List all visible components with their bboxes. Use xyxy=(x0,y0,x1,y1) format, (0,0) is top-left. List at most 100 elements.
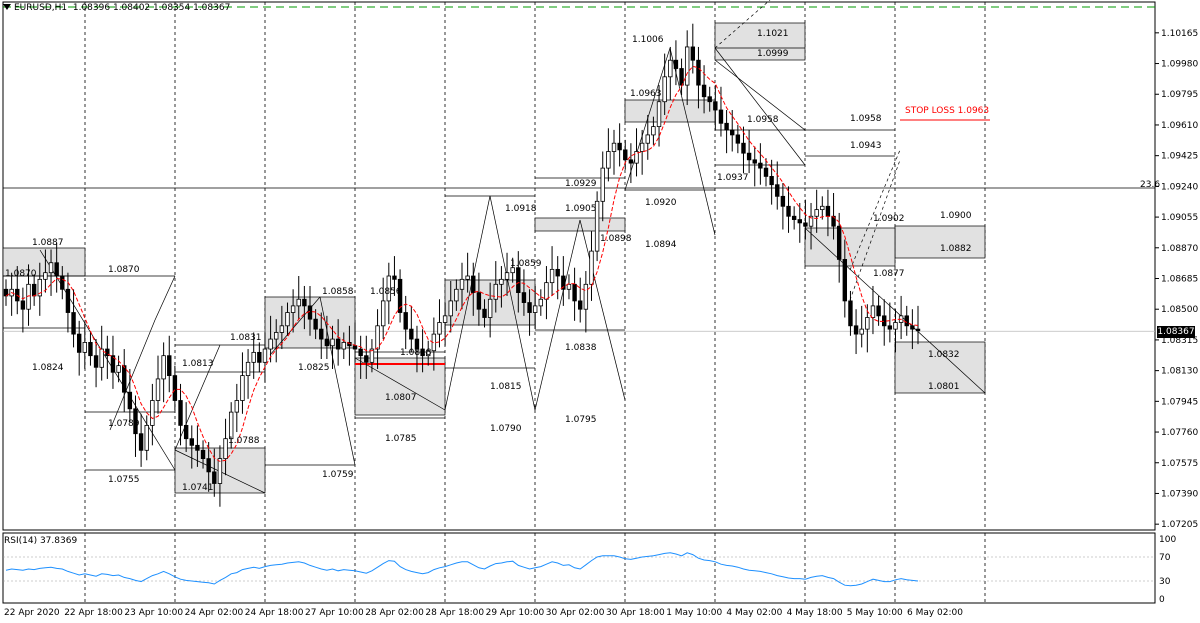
y-tick-label: 1.09055 xyxy=(1161,213,1198,223)
candle-body xyxy=(741,142,746,154)
candle-body xyxy=(465,275,470,280)
candle-body xyxy=(392,275,397,280)
candle-body xyxy=(178,400,183,426)
candle-body xyxy=(668,59,673,78)
level-label: 1.0859 xyxy=(510,259,542,269)
candle-body xyxy=(786,205,791,217)
candle-body xyxy=(493,283,498,300)
candle-body xyxy=(127,391,133,410)
level-label: 1.0887 xyxy=(32,238,64,248)
candle-body xyxy=(257,351,262,363)
y-tick-label: 1.07945 xyxy=(1161,397,1198,407)
zone-box xyxy=(894,341,986,394)
level-label: 1.0882 xyxy=(940,244,972,254)
candle-body xyxy=(628,159,634,164)
candle-body xyxy=(780,195,786,207)
x-tick-label: 24 Apr 18:00 xyxy=(245,608,304,618)
candle-body xyxy=(459,278,465,290)
level-label: 1.0937 xyxy=(717,173,749,183)
level-label: 1.0929 xyxy=(565,179,597,189)
candle-body xyxy=(578,300,583,310)
candle-body xyxy=(634,151,639,164)
level-label: 1.0894 xyxy=(645,240,677,250)
trend-line xyxy=(714,59,806,131)
candle-body xyxy=(335,338,341,350)
candle-body xyxy=(268,338,273,350)
candle-body xyxy=(26,283,31,310)
candle-body xyxy=(437,322,442,335)
candle-body xyxy=(623,149,628,161)
candle-body xyxy=(893,322,898,330)
candle-body xyxy=(262,348,268,363)
candle-body xyxy=(532,305,538,313)
trend-line xyxy=(534,219,581,411)
candle-body xyxy=(606,151,611,169)
candle-body xyxy=(71,312,76,335)
x-tick-label: 24 Apr 02:00 xyxy=(185,608,244,618)
level-label: 1.0759 xyxy=(322,470,354,480)
rsi-level-label: 30 xyxy=(1159,577,1171,587)
rsi-level-label: 70 xyxy=(1159,553,1171,563)
candle-body xyxy=(724,122,729,131)
price-axis: 1.10165 1.09980 1.09795 1.09610 1.09425 1.092… xyxy=(1155,29,1198,530)
collapse-triangle-icon[interactable] xyxy=(3,4,11,10)
candle-body xyxy=(679,68,684,86)
candle-body xyxy=(274,332,279,340)
candle-body xyxy=(369,348,375,363)
candle-body xyxy=(54,262,59,277)
candle-body xyxy=(887,325,893,330)
candle-body xyxy=(155,378,161,401)
candle-body xyxy=(403,312,408,330)
candle-body xyxy=(319,328,324,340)
candle-body xyxy=(43,272,48,280)
candle-body xyxy=(831,215,836,227)
candle-body xyxy=(48,262,54,274)
candle-body xyxy=(566,283,572,290)
candle-body xyxy=(527,302,532,313)
candle-body xyxy=(645,134,650,144)
level-label: 1.0790 xyxy=(490,424,522,434)
candle-body xyxy=(375,325,380,350)
candle-body xyxy=(279,325,285,333)
y-tick-label: 1.09610 xyxy=(1161,121,1198,131)
candle-body xyxy=(223,438,228,460)
level-label: 1.0741 xyxy=(182,483,214,493)
candle-body xyxy=(910,325,915,330)
candle-body xyxy=(172,375,178,401)
candle-body xyxy=(791,215,797,220)
trend-line xyxy=(319,296,356,466)
candle-body xyxy=(853,325,859,335)
candle-body xyxy=(448,300,453,317)
candle-body xyxy=(848,300,853,327)
x-tick-label: 5 May 10:00 xyxy=(847,608,903,618)
candle-body xyxy=(240,375,245,401)
candle-body xyxy=(763,167,769,177)
candle-body xyxy=(471,275,476,294)
symbol-label: EURUSD,H1 xyxy=(14,3,68,13)
x-tick-label: 22 Apr 18:00 xyxy=(64,608,123,618)
projection-line xyxy=(849,149,901,271)
candle-body xyxy=(758,162,763,169)
level-label: 1.0807 xyxy=(385,393,417,403)
candle-body xyxy=(217,458,223,484)
candle-body xyxy=(296,298,301,307)
candle-body xyxy=(454,288,459,302)
candle-body xyxy=(673,59,679,69)
candle-body xyxy=(167,355,172,377)
candle-body xyxy=(882,315,887,327)
hline-value-label: 23.6 xyxy=(1140,180,1160,190)
level-label: 1.0838 xyxy=(565,343,597,353)
y-tick-label: 1.08870 xyxy=(1161,244,1198,254)
level-label: 1.0870 xyxy=(108,265,140,275)
zone-box xyxy=(354,357,446,416)
candle-body xyxy=(803,222,808,227)
candle-body xyxy=(60,275,65,290)
candle-body xyxy=(769,176,774,186)
x-tick-label: 30 Apr 02:00 xyxy=(546,608,605,618)
candle-body xyxy=(234,400,240,413)
y-tick-label: 1.09795 xyxy=(1161,90,1198,100)
trend-line xyxy=(489,195,536,411)
x-tick-label: 28 Apr 18:00 xyxy=(425,608,484,618)
candle-body xyxy=(88,342,93,357)
rsi-panel-frame xyxy=(2,532,1156,604)
